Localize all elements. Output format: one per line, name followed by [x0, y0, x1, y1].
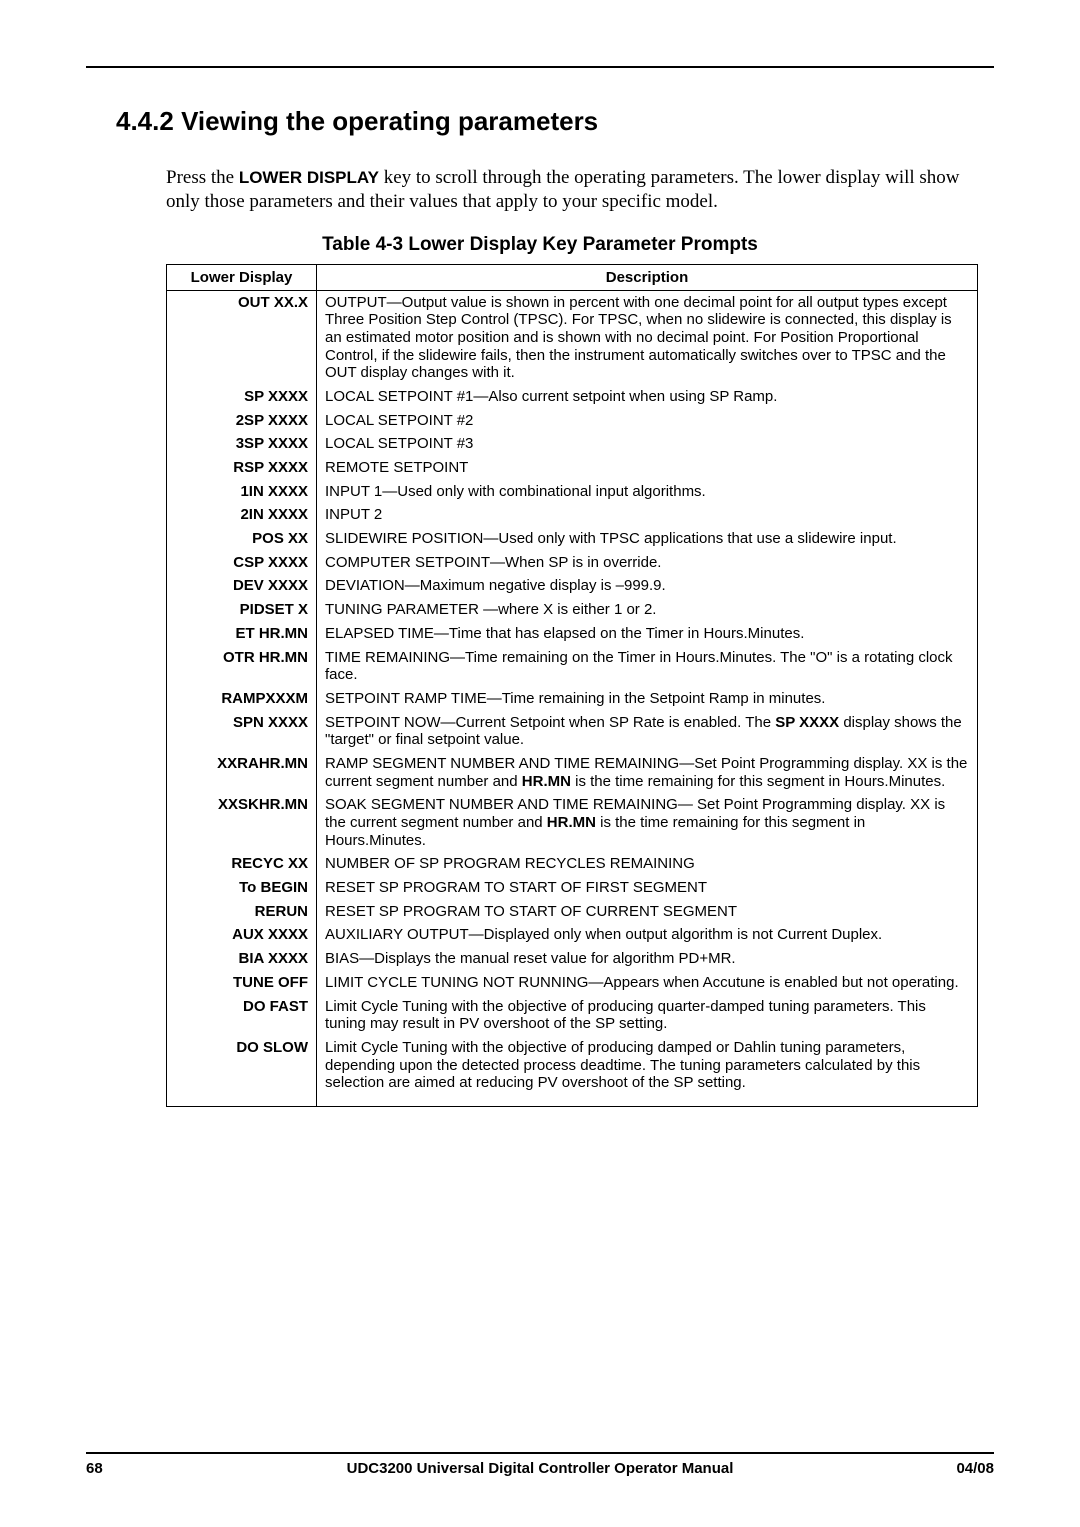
section-number: 4.4.2 [116, 106, 174, 136]
description-cell: AUXILIARY OUTPUT—Displayed only when out… [317, 923, 978, 947]
header-description: Description [317, 264, 978, 290]
prompt-cell: SP XXXX [167, 385, 317, 409]
table-row: DEV XXXXDEVIATION—Maximum negative displ… [167, 574, 978, 598]
table-row: 2IN XXXXINPUT 2 [167, 503, 978, 527]
table-row: DO FASTLimit Cycle Tuning with the objec… [167, 995, 978, 1036]
description-cell: TIME REMAINING—Time remaining on the Tim… [317, 646, 978, 687]
table-row: RAMPXXXMSETPOINT RAMP TIME—Time remainin… [167, 687, 978, 711]
table-row: ET HR.MNELAPSED TIME—Time that has elaps… [167, 622, 978, 646]
prompt-cell: OTR HR.MN [167, 646, 317, 687]
prompt-cell: PIDSET X [167, 598, 317, 622]
prompt-cell: RAMPXXXM [167, 687, 317, 711]
description-cell: SLIDEWIRE POSITION—Used only with TPSC a… [317, 527, 978, 551]
prompt-cell: XXSKHR.MN [167, 793, 317, 852]
prompt-cell: To BEGIN [167, 876, 317, 900]
description-cell: LOCAL SETPOINT #2 [317, 409, 978, 433]
prompt-cell: BIA XXXX [167, 947, 317, 971]
table-row: AUX XXXXAUXILIARY OUTPUT—Displayed only … [167, 923, 978, 947]
description-cell: LIMIT CYCLE TUNING NOT RUNNING—Appears w… [317, 971, 978, 995]
intro-paragraph: Press the LOWER DISPLAY key to scroll th… [166, 166, 984, 214]
prompt-cell: RSP XXXX [167, 456, 317, 480]
prompt-cell: TUNE OFF [167, 971, 317, 995]
table-row: RERUNRESET SP PROGRAM TO START OF CURREN… [167, 900, 978, 924]
prompt-cell: 3SP XXXX [167, 432, 317, 456]
prompt-cell: 2SP XXXX [167, 409, 317, 433]
table-row: 1IN XXXXINPUT 1—Used only with combinati… [167, 480, 978, 504]
prompt-cell: DEV XXXX [167, 574, 317, 598]
description-cell: BIAS—Displays the manual reset value for… [317, 947, 978, 971]
description-cell: ELAPSED TIME—Time that has elapsed on th… [317, 622, 978, 646]
prompt-cell: POS XX [167, 527, 317, 551]
table-caption: Table 4-3 Lower Display Key Parameter Pr… [86, 234, 994, 256]
description-cell: RESET SP PROGRAM TO START OF CURRENT SEG… [317, 900, 978, 924]
prompt-cell: CSP XXXX [167, 551, 317, 575]
bottom-rule [86, 1452, 994, 1454]
page-footer: 68 UDC3200 Universal Digital Controller … [86, 1452, 994, 1477]
table-row: XXSKHR.MNSOAK SEGMENT NUMBER AND TIME RE… [167, 793, 978, 852]
description-cell: COMPUTER SETPOINT—When SP is in override… [317, 551, 978, 575]
prompt-cell: DO FAST [167, 995, 317, 1036]
prompt-cell: OUT XX.X [167, 290, 317, 385]
prompt-cell: RERUN [167, 900, 317, 924]
description-cell: LOCAL SETPOINT #1—Also current setpoint … [317, 385, 978, 409]
description-cell: OUTPUT—Output value is shown in percent … [317, 290, 978, 385]
header-lower-display: Lower Display [167, 264, 317, 290]
description-cell: REMOTE SETPOINT [317, 456, 978, 480]
description-cell: SETPOINT NOW—Current Setpoint when SP Ra… [317, 711, 978, 752]
table-row: OUT XX.XOUTPUT—Output value is shown in … [167, 290, 978, 385]
description-cell: NUMBER OF SP PROGRAM RECYCLES REMAINING [317, 852, 978, 876]
table-row: BIA XXXXBIAS—Displays the manual reset v… [167, 947, 978, 971]
footer-date: 04/08 [914, 1460, 994, 1477]
intro-pre: Press the [166, 167, 239, 188]
table-row: RSP XXXXREMOTE SETPOINT [167, 456, 978, 480]
footer-title: UDC3200 Universal Digital Controller Ope… [166, 1460, 914, 1477]
description-cell: TUNING PARAMETER —where X is either 1 or… [317, 598, 978, 622]
table-row: RECYC XXNUMBER OF SP PROGRAM RECYCLES RE… [167, 852, 978, 876]
section-title: 4.4.2 Viewing the operating parameters [116, 106, 994, 137]
table-row: CSP XXXXCOMPUTER SETPOINT—When SP is in … [167, 551, 978, 575]
table-row: DO SLOWLimit Cycle Tuning with the objec… [167, 1036, 978, 1107]
prompt-cell: DO SLOW [167, 1036, 317, 1107]
table-row: SPN XXXXSETPOINT NOW—Current Setpoint wh… [167, 711, 978, 752]
table-header-row: Lower Display Description [167, 264, 978, 290]
prompt-cell: 2IN XXXX [167, 503, 317, 527]
page-number: 68 [86, 1460, 166, 1477]
description-cell: RAMP SEGMENT NUMBER AND TIME REMAINING—S… [317, 752, 978, 793]
section-heading: Viewing the operating parameters [181, 106, 598, 136]
table-row: SP XXXXLOCAL SETPOINT #1—Also current se… [167, 385, 978, 409]
description-cell: SETPOINT RAMP TIME—Time remaining in the… [317, 687, 978, 711]
table-row: XXRAHR.MNRAMP SEGMENT NUMBER AND TIME RE… [167, 752, 978, 793]
table-row: 3SP XXXXLOCAL SETPOINT #3 [167, 432, 978, 456]
footer-row: 68 UDC3200 Universal Digital Controller … [86, 1460, 994, 1477]
page: 4.4.2 Viewing the operating parameters P… [0, 0, 1080, 1527]
description-cell: LOCAL SETPOINT #3 [317, 432, 978, 456]
description-cell: SOAK SEGMENT NUMBER AND TIME REMAINING— … [317, 793, 978, 852]
prompt-cell: 1IN XXXX [167, 480, 317, 504]
table-row: To BEGINRESET SP PROGRAM TO START OF FIR… [167, 876, 978, 900]
prompt-cell: ET HR.MN [167, 622, 317, 646]
description-cell: Limit Cycle Tuning with the objective of… [317, 995, 978, 1036]
table-row: POS XXSLIDEWIRE POSITION—Used only with … [167, 527, 978, 551]
description-cell: INPUT 2 [317, 503, 978, 527]
parameter-table: Lower Display Description OUT XX.XOUTPUT… [166, 264, 978, 1107]
description-cell: DEVIATION—Maximum negative display is –9… [317, 574, 978, 598]
top-rule [86, 66, 994, 68]
prompt-cell: XXRAHR.MN [167, 752, 317, 793]
description-cell: INPUT 1—Used only with combinational inp… [317, 480, 978, 504]
lower-display-key-label: LOWER DISPLAY [239, 168, 379, 187]
prompt-cell: RECYC XX [167, 852, 317, 876]
prompt-cell: SPN XXXX [167, 711, 317, 752]
description-cell: Limit Cycle Tuning with the objective of… [317, 1036, 978, 1107]
prompt-cell: AUX XXXX [167, 923, 317, 947]
table-row: OTR HR.MNTIME REMAINING—Time remaining o… [167, 646, 978, 687]
table-row: TUNE OFFLIMIT CYCLE TUNING NOT RUNNING—A… [167, 971, 978, 995]
table-row: 2SP XXXXLOCAL SETPOINT #2 [167, 409, 978, 433]
description-cell: RESET SP PROGRAM TO START OF FIRST SEGME… [317, 876, 978, 900]
table-row: PIDSET XTUNING PARAMETER —where X is eit… [167, 598, 978, 622]
